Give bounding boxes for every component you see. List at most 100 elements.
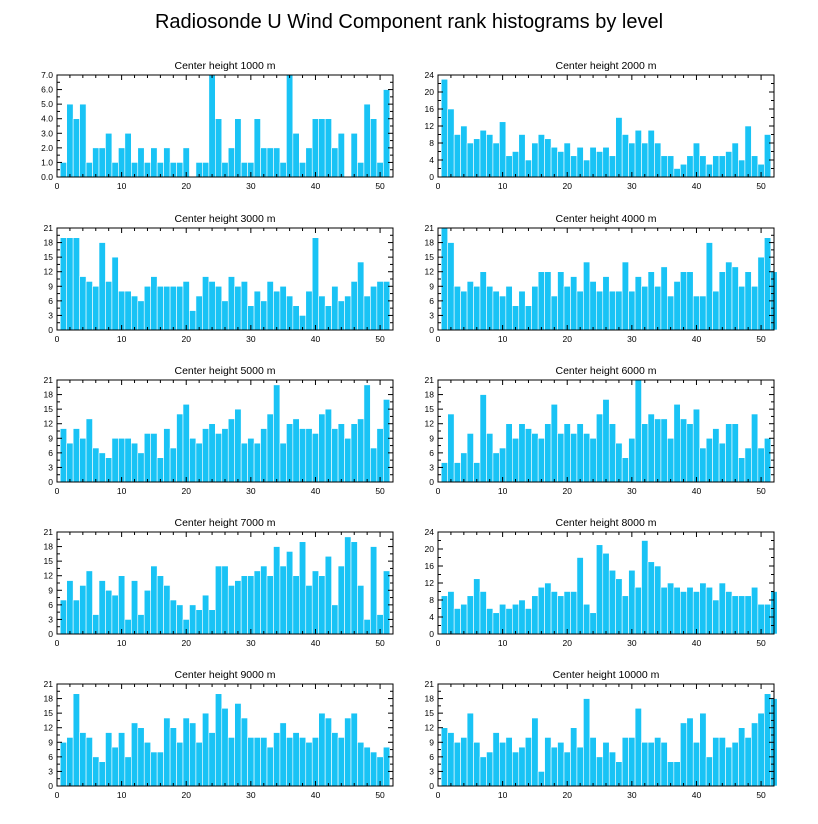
x-tick-label: 50 [756, 790, 766, 800]
x-tick-label: 40 [311, 790, 321, 800]
histogram-bar [176, 741, 184, 787]
histogram-bar [440, 462, 448, 483]
y-tick-label: 8 [429, 138, 434, 148]
histogram-bar [98, 147, 106, 178]
panel-title: Center height 8000 m [556, 517, 657, 529]
x-tick-label: 10 [117, 334, 127, 344]
histogram-bar [473, 138, 481, 178]
y-tick-label: 6 [48, 448, 53, 458]
histogram-bar [195, 295, 203, 331]
histogram-bar [266, 746, 274, 787]
histogram-bar [260, 737, 268, 787]
x-tick-label: 20 [181, 790, 191, 800]
histogram-bar [505, 737, 513, 787]
histogram-bar [499, 447, 507, 483]
histogram-bar [337, 423, 345, 483]
histogram-bar [647, 561, 655, 635]
histogram-bar [505, 155, 513, 178]
histogram-bar [331, 285, 339, 331]
x-tick-label: 40 [692, 334, 702, 344]
histogram-bar [311, 433, 319, 483]
histogram-bar [738, 727, 746, 787]
histogram-bar [150, 147, 158, 178]
x-tick-label: 20 [562, 181, 572, 191]
histogram-bar [764, 603, 772, 635]
histogram-bar [189, 437, 197, 483]
histogram-bar [731, 423, 739, 483]
histogram-bar [266, 413, 274, 483]
histogram-bar [686, 155, 694, 178]
histogram-bar [725, 746, 733, 787]
histogram-bar [286, 295, 294, 331]
histogram-bar [738, 595, 746, 635]
histogram-bar [240, 281, 248, 331]
histogram-bar [260, 300, 268, 331]
histogram-bar [751, 413, 759, 483]
histogram-bar [318, 118, 326, 178]
histogram-bar [253, 570, 261, 635]
histogram-bar [266, 281, 274, 331]
y-tick-label: 18 [44, 542, 54, 552]
histogram-bar [202, 428, 210, 483]
histogram-bar [486, 285, 494, 331]
x-tick-label: 20 [562, 486, 572, 496]
histogram-bar [647, 129, 655, 178]
histogram-bar [260, 147, 268, 178]
histogram-bar [247, 737, 255, 787]
histogram-bar [383, 281, 391, 331]
histogram-bar [466, 712, 474, 787]
y-tick-label: 18 [425, 238, 435, 248]
histogram-bar [182, 281, 190, 331]
histogram-bar [318, 712, 326, 787]
histogram-bar [156, 751, 164, 787]
histogram-bar [227, 737, 235, 787]
x-tick-label: 30 [246, 790, 256, 800]
histogram-bar [479, 756, 487, 787]
y-tick-label: 18 [44, 390, 54, 400]
panel-title: Center height 7000 m [175, 517, 276, 529]
histogram-bar [725, 591, 733, 635]
histogram-bar [512, 751, 520, 787]
histogram-bar [370, 546, 378, 635]
histogram-bar [376, 428, 384, 483]
histogram-bar [744, 595, 752, 635]
x-tick-label: 50 [375, 334, 385, 344]
histogram-bar [221, 707, 229, 787]
histogram-bar [227, 585, 235, 635]
histogram-bar [66, 737, 74, 787]
histogram-bar [118, 575, 126, 635]
histogram-bar [660, 155, 668, 178]
histogram-bar [240, 442, 248, 483]
y-tick-label: 12 [425, 267, 435, 277]
histogram-bar [85, 162, 93, 178]
histogram-bar [331, 147, 339, 178]
histogram-bar [311, 737, 319, 787]
histogram-bar [621, 457, 629, 483]
histogram-bar [764, 693, 772, 787]
histogram-bar [550, 146, 558, 178]
histogram-bar [105, 281, 113, 331]
x-tick-label: 50 [375, 638, 385, 648]
histogram-bar [680, 722, 688, 787]
histogram-bar [479, 271, 487, 331]
histogram-bar [240, 162, 248, 178]
histogram-bar [518, 746, 526, 787]
histogram-bar [253, 442, 261, 483]
y-tick-label: 24 [425, 70, 435, 80]
x-tick-label: 0 [55, 334, 60, 344]
histogram-bar [79, 437, 87, 483]
y-tick-label: 21 [425, 375, 435, 385]
histogram-bar [85, 570, 93, 635]
histogram-bar [72, 237, 80, 331]
histogram-bar [589, 737, 597, 787]
y-tick-label: 3 [48, 766, 53, 776]
histogram-bar [589, 612, 597, 635]
histogram-bar [453, 462, 461, 483]
histogram-bar [383, 399, 391, 483]
histogram-bar [324, 118, 332, 178]
histogram-bar [718, 442, 726, 483]
histogram-bar [460, 603, 468, 635]
histogram-bar [660, 266, 668, 331]
histogram-bar [202, 712, 210, 787]
y-tick-label: 15 [425, 708, 435, 718]
